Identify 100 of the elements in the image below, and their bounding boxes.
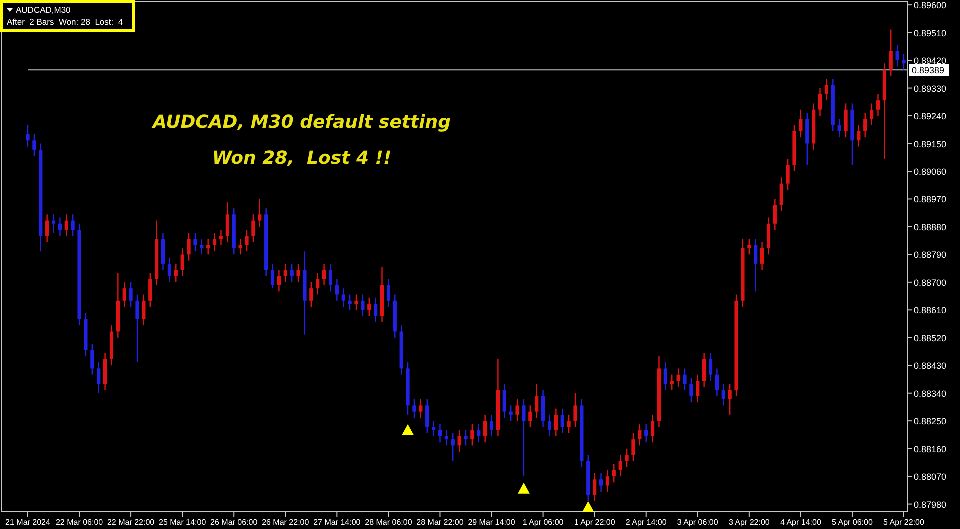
candlestick [748,238,752,256]
candlestick [728,384,732,416]
x-tick-label: 1 Apr 06:00 [522,518,564,527]
x-tick-label: 5 Apr 06:00 [832,518,874,527]
candlestick [426,398,430,434]
x-tick-label: 22 Mar 06:00 [56,518,104,527]
candlestick [238,238,242,256]
x-tick-label: 1 Apr 22:00 [574,518,616,527]
x-tick-label: 2 Apr 14:00 [626,518,668,527]
text: Won 28, Lost 4 !! [212,148,392,169]
x-tick-label: 4 Apr 14:00 [780,518,822,527]
candlestick [451,432,455,462]
candlestick [715,368,720,398]
candlestick [870,103,874,126]
y-tick-label: 0.88610 [914,306,947,316]
candlestick [670,374,674,391]
candlestick [650,414,655,444]
candlestick [560,408,564,434]
candlestick [438,424,442,444]
candlestick [316,272,320,296]
candlestick [625,448,629,468]
candlestick [902,54,906,70]
candlestick [522,398,526,478]
candlestick [432,420,436,438]
candlestick [284,263,288,284]
y-tick-label: 0.89330 [914,84,947,94]
y-tick-label: 0.88340 [914,388,947,399]
candlestick [889,29,893,77]
candlestick [754,238,758,292]
candlestick [97,362,101,394]
candlestick [683,368,687,391]
candlestick [90,343,94,376]
candlestick [142,294,146,326]
x-tick-label: 3 Apr 06:00 [677,518,719,527]
annotation: After 2 Bars Won: 28 Lost: 4 [7,17,124,27]
candlestick [258,198,262,228]
x-tick-label: 5 Apr 22:00 [884,518,926,527]
candlestick [71,214,75,237]
candlestick [226,202,230,243]
candlestick [64,214,68,237]
candlestick [148,272,152,308]
candlestick [386,278,391,308]
y-tick-label: 0.89600 [914,0,947,11]
candlestick [876,94,880,117]
candlestick [290,263,294,284]
candlestick [548,414,552,438]
candlestick [606,470,610,493]
candlestick [412,398,416,419]
x-tick-label: 26 Mar 06:00 [210,518,258,527]
candlestick [464,430,468,446]
candlestick [722,384,726,406]
candlestick [664,362,668,391]
x-tick-label: 3 Apr 22:00 [728,518,770,527]
candlestick [599,472,604,493]
candlestick [702,352,706,388]
candlestick [122,282,126,308]
candlestick [322,263,326,286]
candlestick [219,229,224,246]
candlestick [484,414,488,444]
candlestick [419,398,423,419]
point [518,482,530,494]
candlestick [180,248,184,277]
x-tick-label: 28 Mar 06:00 [365,518,413,527]
candlestick [32,134,36,157]
candlestick [194,232,198,252]
candlestick [638,424,642,446]
annotation: AUDCAD,M30 [16,5,72,15]
candlestick [342,288,346,308]
x-tick-label: 27 Mar 14:00 [314,518,362,527]
x-tick-label: 29 Mar 14:00 [468,518,516,527]
candlestick [690,377,694,404]
candlestick [368,297,372,317]
y-tick-label: 0.88700 [914,278,947,288]
candlestick [896,44,900,68]
candlestick [245,229,249,252]
y-tick-label: 0.88520 [914,333,947,344]
candlestick [270,263,275,290]
candlestick [58,217,62,237]
y-tick-label: 0.89240 [914,112,947,122]
candlestick [277,269,282,292]
ref-line-label: 0.89389 [912,66,945,76]
candlestick [799,109,803,138]
candlestick [444,430,448,446]
candlestick [644,424,648,444]
candlestick [574,392,578,428]
candlestick [26,124,30,148]
candlestick [676,368,680,388]
candlestick [554,408,558,438]
candlestick [187,232,191,262]
candlestick [46,214,50,243]
candlestick [516,398,520,422]
y-tick-label: 0.88430 [914,361,947,372]
candlestick [354,294,358,311]
y-tick-label: 0.88160 [914,444,947,454]
candlestick [567,414,571,434]
candlestick [174,263,178,284]
candlestick [760,242,764,271]
candlestick [129,282,133,308]
candlestick [206,238,210,256]
candlestick [212,232,217,252]
